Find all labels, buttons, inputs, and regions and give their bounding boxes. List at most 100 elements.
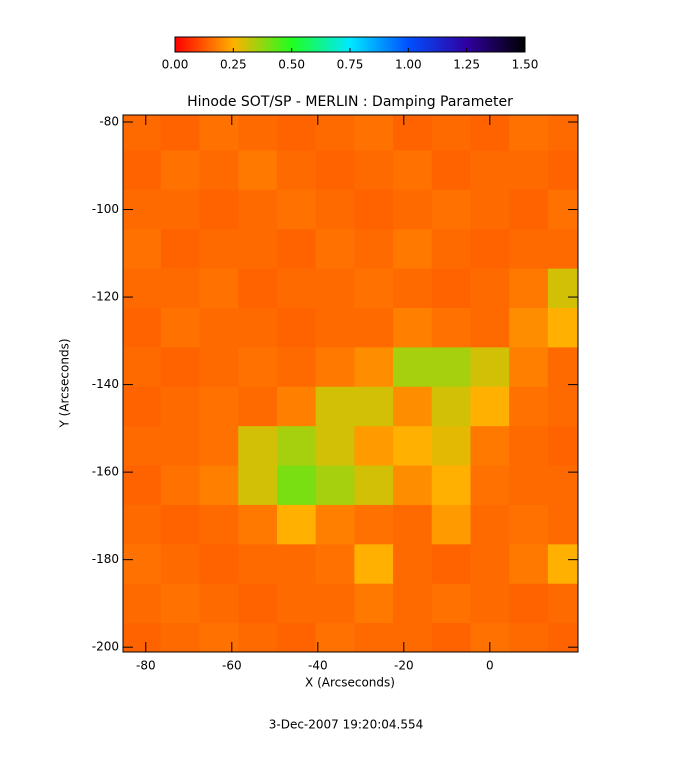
heatmap-cell <box>276 308 317 348</box>
heatmap-cell <box>354 115 394 151</box>
heatmap-cell <box>354 268 394 309</box>
heatmap-cell <box>354 504 394 545</box>
heatmap-cell <box>354 308 394 348</box>
heatmap-cell <box>315 115 355 151</box>
heatmap-cell <box>160 229 201 270</box>
heatmap-cell <box>470 583 510 624</box>
y-tick-label: -200 <box>92 640 119 654</box>
heatmap-cell <box>315 544 355 585</box>
heatmap-cell <box>123 544 162 585</box>
heatmap-cell <box>315 308 355 348</box>
heatmap-cell <box>354 465 394 506</box>
heatmap-cell <box>393 426 433 467</box>
heatmap-cell <box>547 150 578 191</box>
heatmap-cell <box>470 465 510 506</box>
heatmap-cell <box>431 308 471 348</box>
heatmap-cell <box>470 189 510 230</box>
heatmap-cell <box>315 386 355 427</box>
heatmap-cell <box>160 504 201 545</box>
heatmap-cell <box>276 623 317 652</box>
heatmap-cell <box>276 115 317 151</box>
heatmap-cell <box>315 583 355 624</box>
heatmap-cell <box>431 115 471 151</box>
heatmap-cell <box>238 504 278 545</box>
plot-frame <box>122 114 579 653</box>
heatmap-cell <box>431 268 471 309</box>
heatmap-cell <box>509 583 549 624</box>
heatmap-cell <box>547 268 578 309</box>
heatmap-cell <box>393 386 433 427</box>
footnote: 3-Dec-2007 19:20:04.554 <box>269 718 423 732</box>
x-tick-label: 0 <box>486 659 494 673</box>
x-tick-label: -20 <box>394 659 414 673</box>
heatmap-cell <box>509 189 549 230</box>
colorbar-tick-label: 1.50 <box>512 58 539 72</box>
heatmap-cell <box>123 426 162 467</box>
heatmap-cell <box>123 623 162 652</box>
heatmap-cell <box>547 347 578 388</box>
heatmap-cell <box>354 150 394 191</box>
heatmap-cell <box>393 229 433 270</box>
heatmap-cell <box>160 150 201 191</box>
heatmap-cell <box>315 229 355 270</box>
y-tick-label: -180 <box>92 552 119 566</box>
heatmap-cell <box>393 623 433 652</box>
heatmap-cell <box>509 308 549 348</box>
heatmap-cell <box>123 308 162 348</box>
heatmap-cell <box>315 504 355 545</box>
heatmap-cell <box>354 347 394 388</box>
heatmap-cell <box>509 229 549 270</box>
y-tick-label: -100 <box>92 202 119 216</box>
heatmap-cell <box>199 150 239 191</box>
x-tick-label: -80 <box>136 659 156 673</box>
heatmap-cell <box>315 189 355 230</box>
heatmap-cell <box>354 189 394 230</box>
heatmap-cell <box>547 426 578 467</box>
heatmap-cell <box>160 189 201 230</box>
heatmap-cell <box>393 115 433 151</box>
heatmap-cell <box>199 426 239 467</box>
heatmap-cell <box>123 504 162 545</box>
heatmap-cell <box>238 583 278 624</box>
heatmap-cell <box>199 229 239 270</box>
heatmap-cell <box>547 544 578 585</box>
heatmap-cell <box>509 623 549 652</box>
heatmap-cell <box>123 229 162 270</box>
heatmap-cell <box>160 347 201 388</box>
heatmap-cell <box>354 229 394 270</box>
heatmap-cell <box>431 386 471 427</box>
heatmap-cell <box>199 504 239 545</box>
heatmap-cell <box>509 544 549 585</box>
heatmap-cell <box>393 268 433 309</box>
heatmap-cell <box>160 386 201 427</box>
heatmap-cell <box>238 308 278 348</box>
heatmap-cell <box>431 544 471 585</box>
heatmap-cell <box>238 347 278 388</box>
colorbar-tick-label: 0.00 <box>162 58 189 72</box>
heatmap-cell <box>199 308 239 348</box>
heatmap-cell <box>470 426 510 467</box>
heatmap-cell <box>470 150 510 191</box>
heatmap-cell <box>276 347 317 388</box>
heatmap-cell <box>160 115 201 151</box>
heatmap-cell <box>238 544 278 585</box>
heatmap-cell <box>354 544 394 585</box>
colorbar-tick-label: 0.75 <box>337 58 364 72</box>
heatmap-cell <box>276 465 317 506</box>
heatmap-cell <box>470 544 510 585</box>
heatmap-cell <box>470 308 510 348</box>
heatmap-cell <box>393 189 433 230</box>
heatmap-cell <box>276 189 317 230</box>
heatmap-cell <box>123 268 162 309</box>
heatmap-cell <box>354 426 394 467</box>
heatmap-cell <box>315 347 355 388</box>
heatmap-cell <box>547 465 578 506</box>
heatmap-cell <box>547 504 578 545</box>
heatmap-cell <box>509 386 549 427</box>
heatmap-cell <box>393 504 433 545</box>
heatmap-cell <box>276 544 317 585</box>
heatmap-cell <box>547 308 578 348</box>
heatmap-cell <box>199 623 239 652</box>
heatmap-cell <box>123 347 162 388</box>
